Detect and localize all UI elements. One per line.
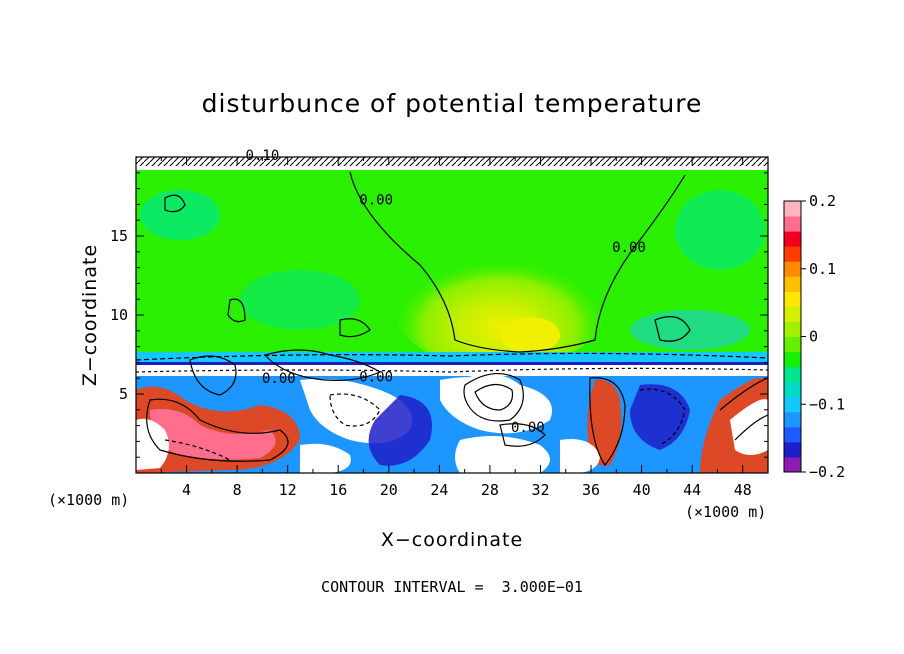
contour-mid-left bbox=[263, 349, 382, 382]
colorbar-swatch bbox=[784, 291, 801, 307]
field-white-left bbox=[136, 418, 169, 470]
colorbar-swatch bbox=[784, 246, 801, 262]
field-cool-patch-a bbox=[140, 190, 220, 240]
x-unit-left: (×1000 m) bbox=[48, 491, 129, 509]
contour-label: 0.10 bbox=[246, 148, 280, 164]
colorbar-swatch bbox=[784, 336, 801, 353]
x-axis-label: X−coordinate bbox=[381, 529, 523, 551]
contour-layer-lower bbox=[136, 367, 768, 373]
contour-label: 0.00 bbox=[511, 420, 545, 436]
contour-label: 0.00 bbox=[612, 240, 646, 256]
field-white-low-right bbox=[560, 439, 600, 473]
colorbar-swatch bbox=[784, 441, 801, 458]
contour-label: 0.00 bbox=[359, 192, 393, 208]
contour-labels: 0.00 0.00 0.00 0.00 0.00 0.10 bbox=[246, 148, 646, 436]
colorbar: 0.2 0.1 0 −0.1 −0.2 bbox=[783, 192, 845, 481]
x-tick-label: 20 bbox=[380, 481, 398, 499]
contour-lines bbox=[136, 171, 768, 467]
x-tick-label: 40 bbox=[633, 481, 651, 499]
contour-patch-b bbox=[654, 316, 691, 342]
contour-label: 0.00 bbox=[262, 371, 296, 387]
x-tick-label: 8 bbox=[233, 481, 242, 499]
field-blue-line bbox=[136, 362, 768, 365]
field-white-band bbox=[136, 362, 768, 376]
field-cool-patch-c bbox=[240, 270, 360, 330]
x-tick-label: 24 bbox=[430, 481, 448, 499]
field-top-white bbox=[136, 166, 768, 170]
contour-right-dashed bbox=[639, 388, 686, 446]
heatmap-field bbox=[136, 157, 768, 473]
contour-stable-layer bbox=[136, 352, 768, 361]
colorbar-swatch bbox=[784, 261, 801, 277]
contour-left-lobe bbox=[146, 398, 289, 462]
field-blue-mid bbox=[368, 395, 432, 466]
colorbar-tick-label: −0.2 bbox=[809, 463, 845, 481]
colorbar-tick-label: 0.1 bbox=[809, 260, 836, 278]
x-tick-label: 44 bbox=[683, 481, 701, 499]
x-tick-label: 4 bbox=[182, 481, 191, 499]
x-tick-label: 12 bbox=[279, 481, 297, 499]
colorbar-swatch bbox=[784, 351, 801, 368]
colorbar-swatch bbox=[784, 321, 801, 337]
field-warm-core bbox=[500, 317, 560, 353]
contour-mid bbox=[329, 393, 381, 427]
x-tick-label: 32 bbox=[531, 481, 549, 499]
contour-far-right bbox=[719, 377, 768, 441]
x-unit-right: (×1000 m) bbox=[685, 503, 766, 521]
contour-label: 0.00 bbox=[359, 369, 393, 385]
y-tick-label: 15 bbox=[110, 227, 128, 245]
colorbar-swatch bbox=[784, 276, 801, 292]
field-warm-plume bbox=[390, 230, 610, 370]
contour-center-low bbox=[499, 423, 546, 447]
y-tick-label: 10 bbox=[110, 306, 128, 324]
field-warm-core-left bbox=[150, 409, 276, 460]
chart-title: disturbunce of potential temperature bbox=[202, 89, 703, 118]
colorbar-swatch bbox=[784, 231, 801, 247]
contour-zero-plume bbox=[349, 171, 686, 353]
contour-right-lobe bbox=[589, 377, 626, 467]
colorbar-swatch bbox=[784, 366, 801, 383]
contour-bubble bbox=[463, 373, 524, 422]
colorbar-swatch bbox=[784, 201, 801, 217]
y-axis-label: Z−coordinate bbox=[79, 244, 101, 386]
colorbar-swatch bbox=[784, 396, 801, 413]
colorbar-swatch bbox=[784, 216, 801, 232]
contour-patch-d bbox=[227, 298, 246, 323]
contour-left-upper bbox=[189, 355, 237, 396]
x-tick-label: 48 bbox=[734, 481, 752, 499]
contour-patch-a bbox=[164, 194, 186, 213]
colorbar-swatch bbox=[784, 411, 801, 428]
colorbar-swatch bbox=[784, 306, 801, 322]
contour-interval-note: CONTOUR INTERVAL = 3.000E−01 bbox=[321, 578, 583, 596]
colorbar-tick-label: 0.2 bbox=[809, 192, 836, 210]
x-tick-label: 16 bbox=[329, 481, 347, 499]
x-tick-label: 36 bbox=[582, 481, 600, 499]
field-stable-layer bbox=[136, 352, 768, 362]
colorbar-tick-label: −0.1 bbox=[809, 395, 845, 413]
contour-patch-c bbox=[339, 318, 371, 338]
colorbar-swatch bbox=[784, 456, 801, 473]
y-tick-label: 5 bbox=[119, 385, 128, 403]
colorbar-swatch bbox=[784, 381, 801, 398]
colorbar-swatch bbox=[784, 426, 801, 443]
field-cool-patch-b bbox=[675, 190, 765, 270]
x-tick-label: 28 bbox=[481, 481, 499, 499]
colorbar-tick-label: 0 bbox=[809, 328, 818, 346]
field-white-bubble bbox=[465, 374, 523, 421]
contour-bubble-inner bbox=[474, 383, 514, 411]
